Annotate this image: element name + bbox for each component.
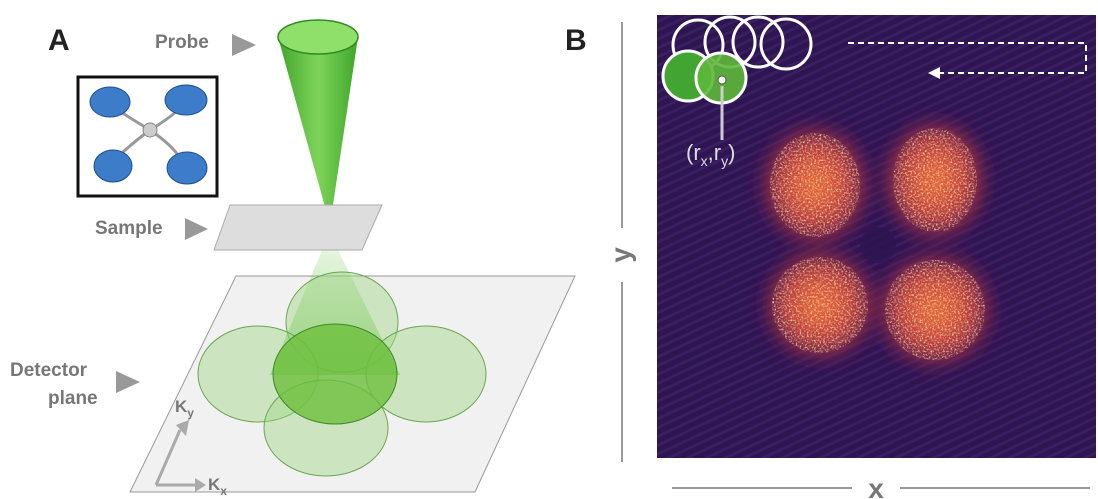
- figure: A Probe Sample Detector plane Ky Kx B y …: [0, 0, 1098, 499]
- arrow: [116, 371, 140, 393]
- detector-label: plane: [48, 388, 98, 409]
- y-axis-label: y: [605, 247, 636, 263]
- central-disk: [273, 324, 397, 424]
- panel-label: B: [565, 24, 587, 57]
- probe-cone: [278, 37, 358, 225]
- position-dot: [718, 76, 726, 84]
- position-label: (rx,ry): [686, 140, 735, 169]
- sample-plane: [214, 205, 382, 250]
- probe-top: [278, 20, 358, 54]
- detector-label: Detector: [10, 360, 88, 381]
- arrow: [185, 218, 208, 240]
- arrow: [232, 34, 256, 56]
- x-axis-label: x: [868, 473, 884, 499]
- probe-label: Probe: [155, 32, 209, 53]
- panel-label: A: [48, 24, 70, 57]
- sample-label: Sample: [95, 218, 163, 239]
